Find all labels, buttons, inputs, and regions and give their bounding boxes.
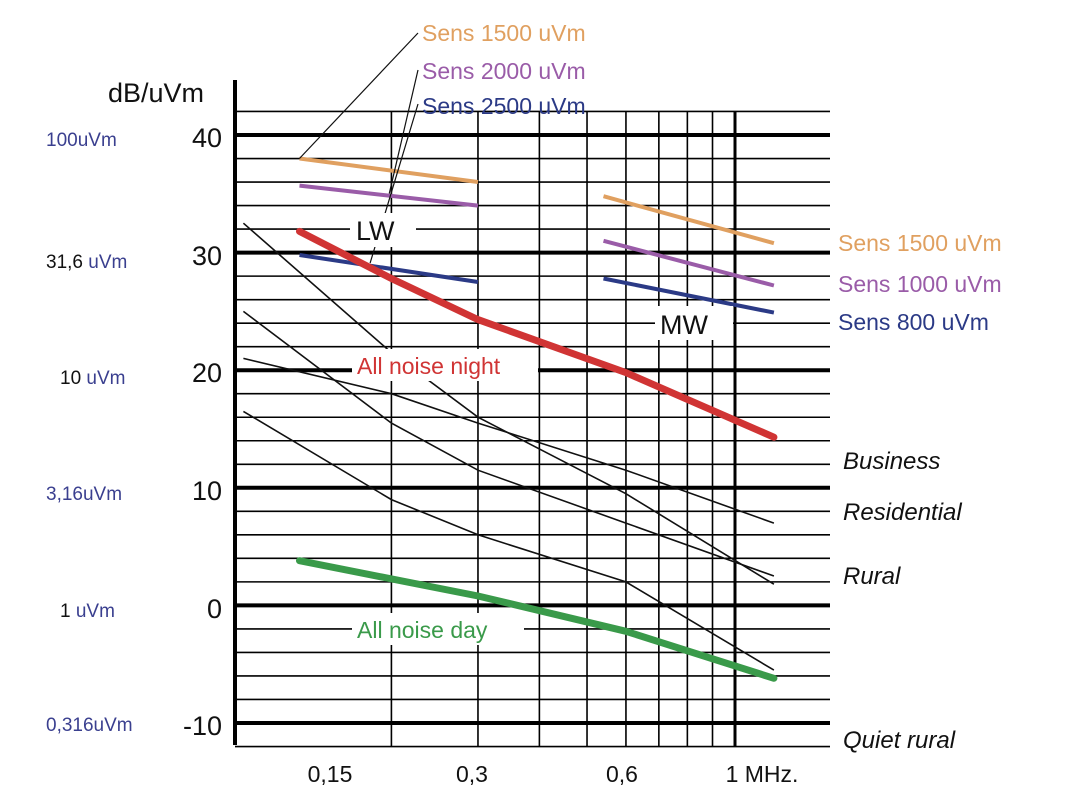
- label-business: Business: [843, 448, 940, 475]
- curve-quiet-rural: [243, 357, 775, 524]
- uvm-scale-label: 10 uVm: [60, 368, 126, 389]
- sens-line-lw-2000: [299, 183, 479, 208]
- label-all-noise-night: All noise night: [357, 353, 501, 379]
- y-axis-unit-label: dB/uVm: [108, 78, 204, 108]
- curve-business: [242, 310, 775, 577]
- legend-lw-sens-1500: Sens 1500 uVm: [422, 20, 586, 46]
- y-tick-label: 20: [192, 358, 222, 388]
- noise-lines: [296, 227, 778, 682]
- label-all-noise-day: All noise day: [357, 617, 488, 643]
- uvm-scale-label: 3,16uVm: [46, 484, 122, 505]
- label-residential: Residential: [843, 499, 962, 526]
- x-tick-label: 1 MHz.: [726, 761, 799, 787]
- band-label-mw: MW: [660, 310, 708, 340]
- y-tick-label: 0: [207, 594, 222, 624]
- legend-lw-sens-2000: Sens 2000 uVm: [422, 58, 586, 84]
- leader-line-sens-2000: [388, 69, 419, 194]
- uvm-scale-label: 1 uVm: [60, 601, 115, 622]
- sens-line-mw-1500: [602, 194, 775, 246]
- noise-line-all-noise-day: [296, 557, 778, 682]
- y-tick-label: 40: [192, 123, 222, 153]
- sens-line-mw-1000: [602, 238, 775, 288]
- environment-curves: [242, 222, 775, 671]
- band-label-lw: LW: [356, 216, 395, 246]
- sensitivity-lines: [299, 156, 775, 315]
- y-tick-label: 30: [192, 241, 222, 271]
- noise-line-all-noise-night: [296, 227, 778, 441]
- label-quiet-rural: Quiet rural: [843, 727, 956, 754]
- curve-residential: [242, 410, 775, 671]
- sens-line-mw-800: [603, 276, 775, 315]
- x-tick-label: 0,6: [606, 761, 638, 787]
- uvm-scale-label: 0,316uVm: [46, 715, 133, 736]
- legend-mw-sens-1500: Sens 1500 uVm: [838, 230, 1002, 256]
- legend-mw-sens-800: Sens 800 uVm: [838, 309, 989, 335]
- sens-line-lw-2500: [299, 253, 479, 284]
- legend-lw-sens-2500: Sens 2500 uVm: [422, 93, 586, 119]
- x-tick-label: 0,3: [456, 761, 488, 787]
- legend-mw-sens-1000: Sens 1000 uVm: [838, 271, 1002, 297]
- label-rural: Rural: [843, 563, 901, 590]
- leader-line-sens-1500: [299, 32, 419, 159]
- uvm-scale-label: 31,6 uVm: [46, 252, 127, 273]
- x-tick-label: 0,15: [308, 761, 353, 787]
- y-tick-label: 10: [192, 476, 222, 506]
- y-tick-label: -10: [183, 711, 222, 741]
- uvm-scale-label: 100uVm: [46, 130, 117, 151]
- curve-rural: [242, 222, 775, 585]
- sens-line-lw-1500: [299, 156, 479, 184]
